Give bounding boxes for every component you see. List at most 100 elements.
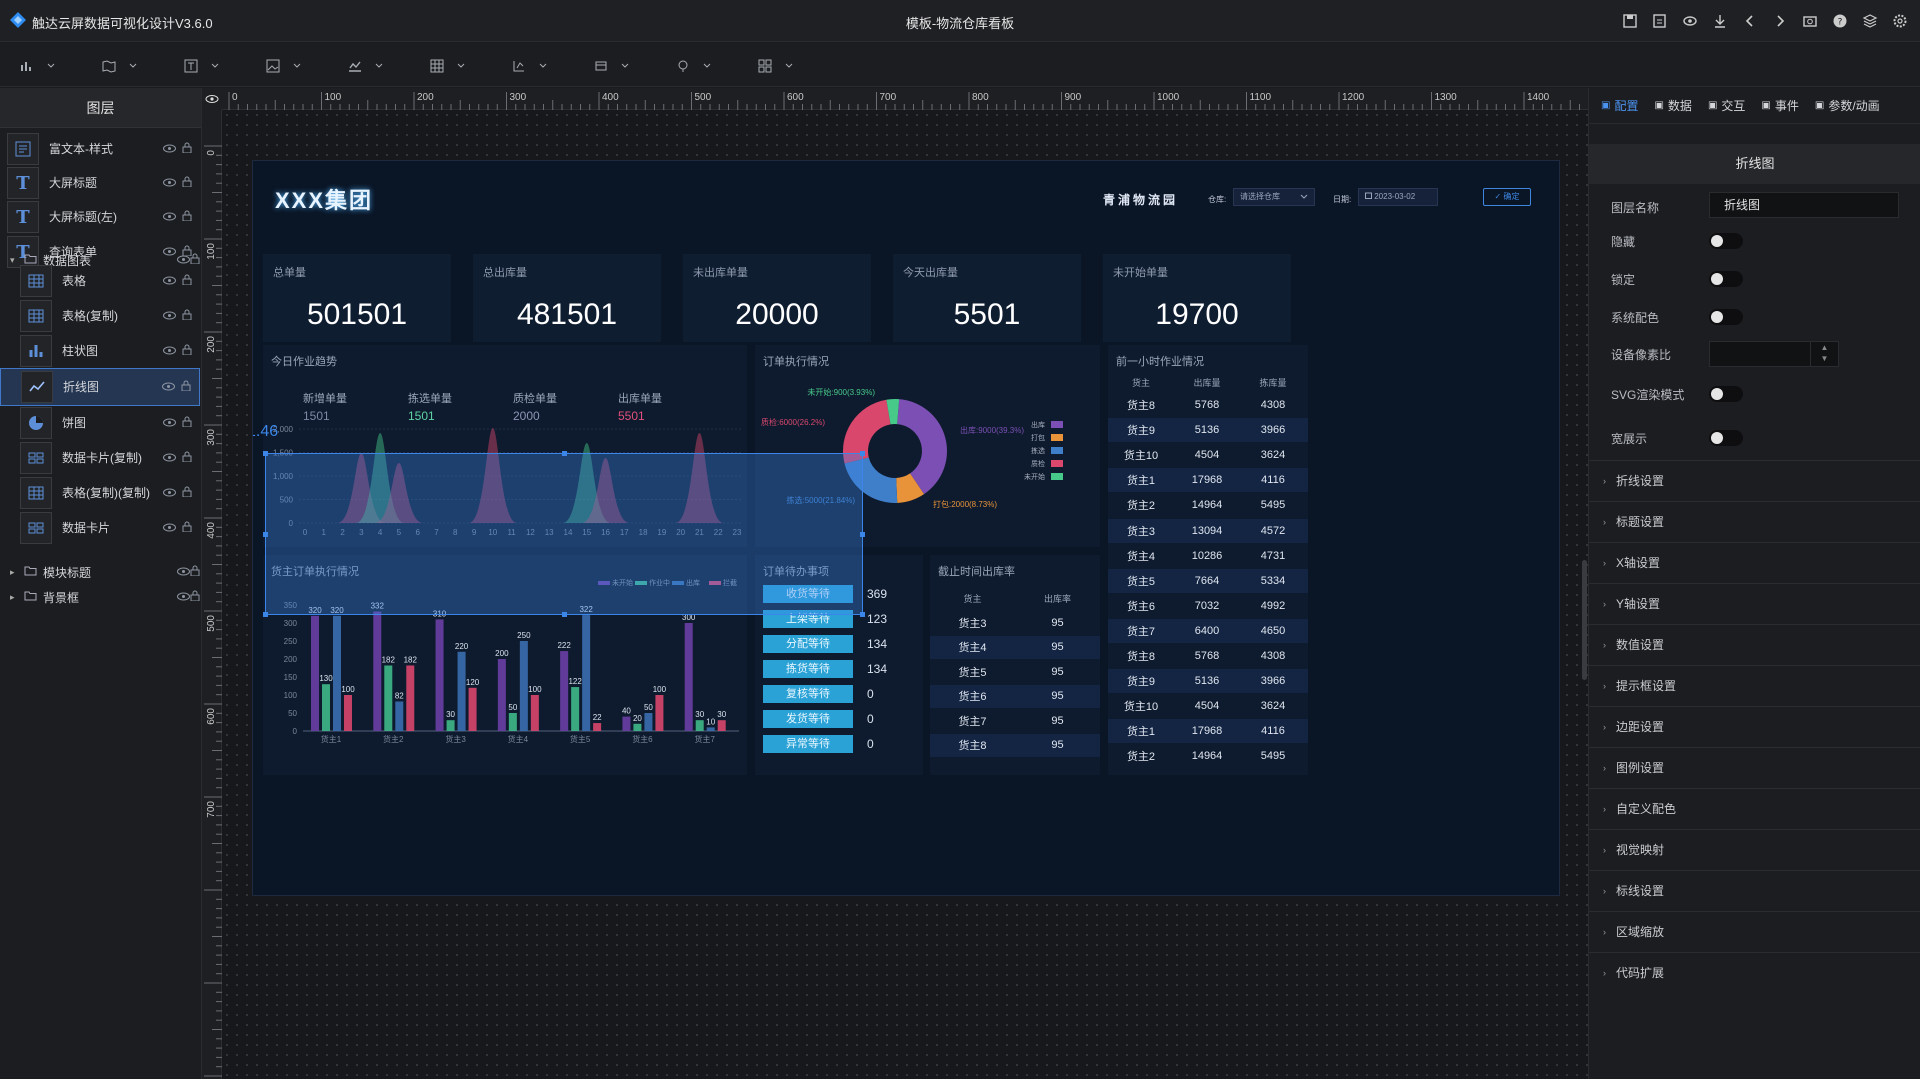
show-toggle[interactable] — [1709, 430, 1743, 446]
settings-section[interactable]: › 折线设置 — [1589, 460, 1920, 500]
canvas-scrollbar[interactable] — [1582, 560, 1587, 680]
layer-item[interactable]: 折线图 — [0, 368, 200, 406]
screenshot-icon[interactable] — [1798, 9, 1822, 33]
stepper-icon[interactable]: ▲ ▼ — [1810, 342, 1838, 366]
visibility-icon[interactable] — [163, 142, 176, 156]
grid-tool[interactable] — [758, 55, 808, 77]
resize-handle-t[interactable] — [562, 451, 567, 456]
lock-icon[interactable] — [182, 274, 192, 288]
lock-icon[interactable] — [182, 344, 192, 358]
lock-icon[interactable] — [182, 245, 192, 259]
chevron-right-icon[interactable]: ▸ — [10, 591, 15, 602]
resize-handle-tr[interactable] — [860, 451, 865, 456]
layer-item[interactable]: 数据卡片 — [0, 509, 200, 547]
settings-section[interactable]: › Y轴设置 — [1589, 583, 1920, 623]
layer-item[interactable]: 柱状图 — [0, 332, 200, 370]
visibility-icon[interactable] — [177, 590, 190, 604]
layer-group[interactable]: ▸ 模块标题 — [0, 559, 200, 585]
resize-handle-tl[interactable] — [263, 451, 268, 456]
warehouse-select[interactable]: 请选择仓库 — [1233, 188, 1315, 206]
lock-toggle[interactable] — [1709, 271, 1743, 287]
settings-section[interactable]: › 自定义配色 — [1589, 788, 1920, 828]
tab-event[interactable]: ▣ 事件 — [1761, 97, 1798, 114]
visibility-icon[interactable] — [163, 176, 176, 190]
tab-data[interactable]: ▣ 数据 — [1654, 97, 1691, 114]
layer-item[interactable]: 饼图 — [0, 404, 200, 442]
visibility-icon[interactable] — [163, 210, 176, 224]
settings-section[interactable]: › 提示框设置 — [1589, 665, 1920, 705]
system-color-toggle[interactable] — [1709, 309, 1743, 325]
redo-icon[interactable] — [1768, 9, 1792, 33]
bar-chart-tool[interactable] — [20, 55, 70, 77]
tab-interact[interactable]: ▣ 交互 — [1708, 97, 1745, 114]
save-as-icon[interactable] — [1648, 9, 1672, 33]
pixel-ratio-input[interactable]: ▲ ▼ — [1709, 341, 1839, 367]
layer-item[interactable]: 表格(复制)(复制) — [0, 474, 200, 512]
resize-handle-b[interactable] — [562, 612, 567, 617]
control-tool[interactable] — [512, 55, 562, 77]
settings-section[interactable]: › 图例设置 — [1589, 747, 1920, 787]
text-tool[interactable] — [184, 55, 234, 77]
chevron-down-icon[interactable]: ▾ — [10, 254, 15, 265]
line-chart-tool[interactable] — [348, 55, 398, 77]
layer-item[interactable]: T 大屏标题(左) — [0, 198, 200, 236]
settings-section[interactable]: › 视觉映射 — [1589, 829, 1920, 869]
todo-button[interactable]: 分配等待 — [763, 635, 853, 653]
visibility-icon[interactable] — [163, 451, 176, 465]
save-icon[interactable] — [1618, 9, 1642, 33]
hide-toggle[interactable] — [1709, 233, 1743, 249]
todo-button[interactable]: 复核等待 — [763, 685, 853, 703]
lock-icon[interactable] — [182, 521, 192, 535]
image-tool[interactable] — [266, 55, 316, 77]
settings-section[interactable]: › 标线设置 — [1589, 870, 1920, 910]
media-tool[interactable] — [594, 55, 644, 77]
layer-item[interactable]: 富文本-样式 — [0, 130, 200, 168]
settings-section[interactable]: › 边距设置 — [1589, 706, 1920, 746]
lock-icon[interactable] — [190, 590, 200, 604]
lock-icon[interactable] — [182, 176, 192, 190]
visibility-icon[interactable] — [177, 253, 190, 267]
resize-handle-br[interactable] — [860, 612, 865, 617]
settings-section[interactable]: › X轴设置 — [1589, 542, 1920, 582]
visibility-icon[interactable] — [163, 274, 176, 288]
layer-group[interactable]: ▸ 背景框 — [0, 584, 200, 610]
tab-config[interactable]: ▣ 配置 — [1601, 97, 1638, 114]
todo-button[interactable]: 收货等待 — [763, 585, 853, 603]
layer-group[interactable]: ▾ 数据图表 — [0, 247, 200, 273]
todo-button[interactable]: 拣货等待 — [763, 660, 853, 678]
download-icon[interactable] — [1708, 9, 1732, 33]
visibility-icon[interactable] — [162, 380, 175, 394]
settings-section[interactable]: › 代码扩展 — [1589, 952, 1920, 992]
lock-icon[interactable] — [182, 451, 192, 465]
tab-anim[interactable]: ▣ 参数/动画 — [1815, 97, 1880, 114]
layers-icon[interactable] — [1858, 9, 1882, 33]
lock-icon[interactable] — [190, 253, 200, 267]
svg-mode-toggle[interactable] — [1709, 386, 1743, 402]
confirm-button[interactable]: ✓ 确定 — [1483, 188, 1531, 206]
lock-icon[interactable] — [182, 309, 192, 323]
visibility-icon[interactable] — [163, 521, 176, 535]
lock-icon[interactable] — [190, 565, 200, 579]
visibility-icon[interactable] — [163, 486, 176, 500]
layer-item[interactable]: 数据卡片(复制) — [0, 439, 200, 477]
chevron-right-icon[interactable]: ▸ — [10, 566, 15, 577]
design-canvas[interactable]: XXX集团 青浦物流园 仓库: 请选择仓库 日期: 2023-03-02 ✓ 确… — [222, 110, 1588, 1079]
settings-section[interactable]: › 数值设置 — [1589, 624, 1920, 664]
visibility-icon[interactable] — [163, 309, 176, 323]
layer-item[interactable]: 表格 — [0, 262, 200, 300]
layer-name-input[interactable]: 折线图 — [1709, 192, 1899, 218]
visibility-icon[interactable] — [177, 565, 190, 579]
lock-icon[interactable] — [182, 416, 192, 430]
resize-handle-bl[interactable] — [263, 612, 268, 617]
resize-handle-l[interactable] — [263, 532, 268, 537]
lock-icon[interactable] — [182, 486, 192, 500]
lock-icon[interactable] — [181, 380, 191, 394]
settings-icon[interactable] — [1888, 9, 1912, 33]
preview-icon[interactable] — [1678, 9, 1702, 33]
map-tool[interactable] — [102, 55, 152, 77]
settings-section[interactable]: › 区域缩放 — [1589, 911, 1920, 951]
help-icon[interactable]: ? — [1828, 9, 1852, 33]
layer-item[interactable]: 表格(复制) — [0, 297, 200, 335]
resize-handle-r[interactable] — [860, 532, 865, 537]
todo-button[interactable]: 发货等待 — [763, 710, 853, 728]
